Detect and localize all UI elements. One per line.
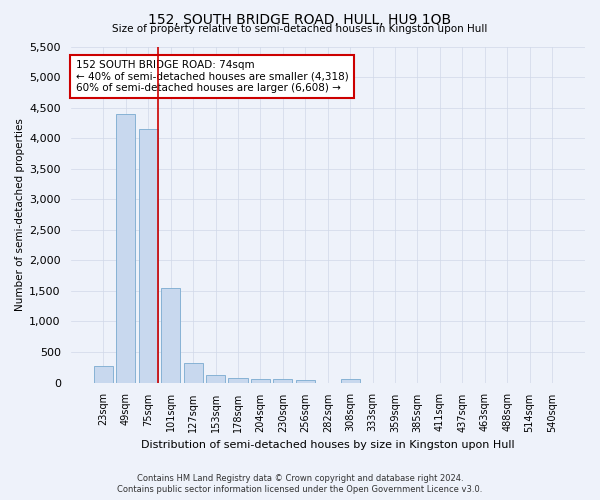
Bar	[341, 379, 360, 382]
Text: Contains HM Land Registry data © Crown copyright and database right 2024.
Contai: Contains HM Land Registry data © Crown c…	[118, 474, 482, 494]
Text: 152 SOUTH BRIDGE ROAD: 74sqm
← 40% of semi-detached houses are smaller (4,318)
6: 152 SOUTH BRIDGE ROAD: 74sqm ← 40% of se…	[76, 60, 349, 93]
Text: Size of property relative to semi-detached houses in Kingston upon Hull: Size of property relative to semi-detach…	[112, 24, 488, 34]
Bar	[206, 374, 225, 382]
Bar	[251, 379, 270, 382]
Bar	[274, 379, 292, 382]
Bar	[139, 129, 158, 382]
X-axis label: Distribution of semi-detached houses by size in Kingston upon Hull: Distribution of semi-detached houses by …	[141, 440, 515, 450]
Bar	[116, 114, 136, 382]
Bar	[229, 378, 248, 382]
Bar	[161, 288, 180, 382]
Bar	[184, 363, 203, 382]
Y-axis label: Number of semi-detached properties: Number of semi-detached properties	[15, 118, 25, 311]
Text: 152, SOUTH BRIDGE ROAD, HULL, HU9 1QB: 152, SOUTH BRIDGE ROAD, HULL, HU9 1QB	[148, 12, 452, 26]
Bar	[296, 380, 315, 382]
Bar	[94, 366, 113, 382]
